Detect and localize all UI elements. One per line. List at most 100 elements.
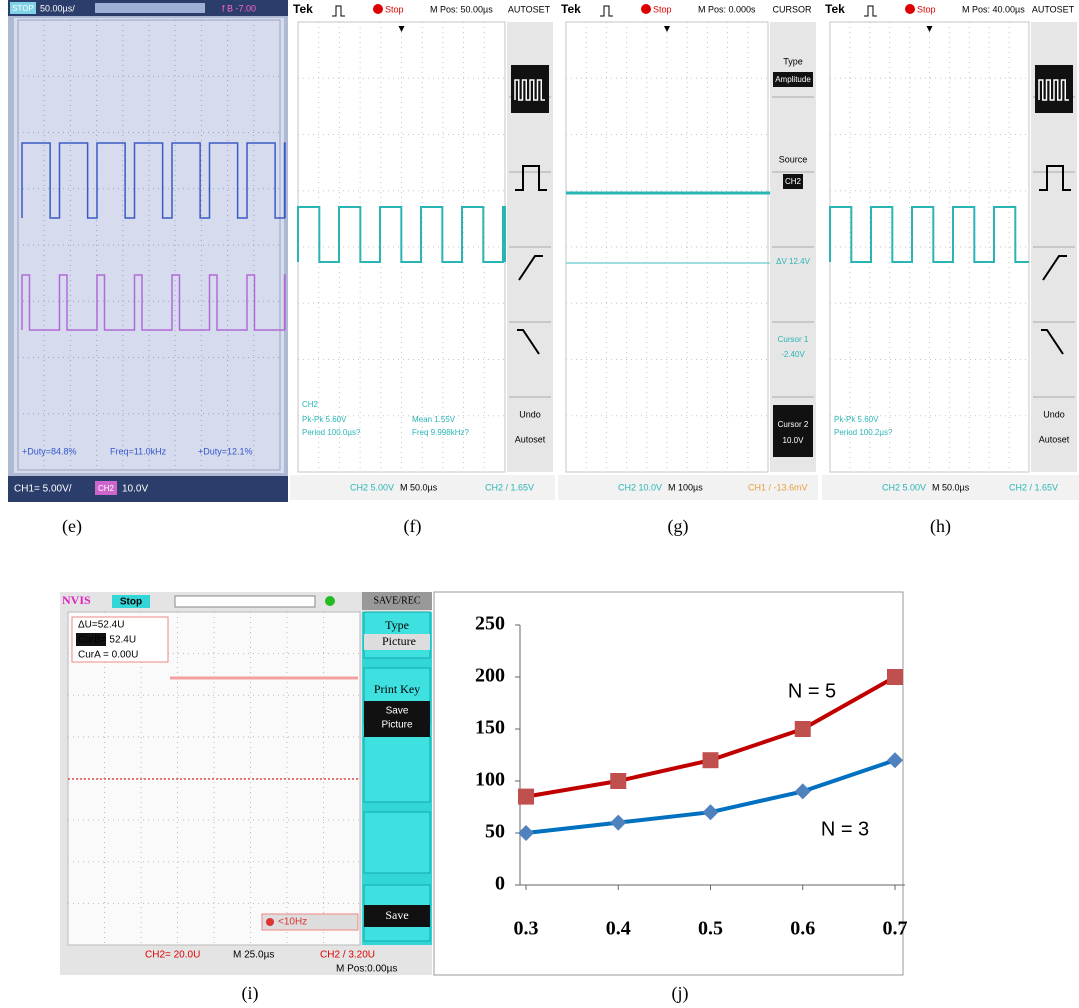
scale-text: CH2 5.00V bbox=[350, 482, 394, 492]
menu-text: CURSOR bbox=[772, 4, 812, 14]
y-tick-label: 0 bbox=[495, 873, 505, 895]
x-tick-label: 0.3 bbox=[514, 918, 539, 940]
period-text: Period 100.0µs? bbox=[302, 428, 361, 437]
panel-shape bbox=[262, 914, 358, 930]
mpos-text: M Pos: 40.00µs bbox=[962, 4, 1025, 14]
y-tick-label: 200 bbox=[475, 665, 505, 687]
y-tick-label: 250 bbox=[475, 613, 505, 635]
mpos-text: M Pos:0.00µs bbox=[336, 964, 397, 975]
point bbox=[518, 789, 534, 805]
freq-icon bbox=[266, 918, 274, 926]
point bbox=[610, 773, 626, 789]
timebase-text: 50.00µs/ bbox=[40, 3, 75, 13]
trig-text: CH2 / 1.65V bbox=[1009, 482, 1058, 492]
undo-text: Undo bbox=[519, 409, 541, 419]
x-tick-label: 0.4 bbox=[606, 918, 631, 940]
label-text: (h) bbox=[930, 516, 951, 537]
duty1-text: +Duty=84.8% bbox=[22, 446, 77, 456]
y-tick-label: 100 bbox=[475, 769, 505, 791]
brand-text: Tek bbox=[561, 2, 581, 16]
amplitude-text: Amplitude bbox=[775, 75, 811, 84]
panel-shape bbox=[364, 736, 430, 802]
brand-text: Tek bbox=[825, 2, 845, 16]
label-text: (j) bbox=[672, 983, 689, 1004]
save1-text: Save bbox=[386, 706, 409, 717]
panel-shape bbox=[95, 3, 205, 13]
label-text: (g) bbox=[668, 516, 689, 537]
mpos-text: M Pos: 50.00µs bbox=[430, 4, 493, 14]
panel-shape bbox=[364, 812, 430, 873]
trig-text: CH2 / 1.65V bbox=[485, 482, 534, 492]
label-text: (f) bbox=[404, 516, 422, 537]
trig-text: CH2 / 3.20U bbox=[320, 950, 375, 961]
scale-text: CH2= 20.0U bbox=[145, 950, 200, 961]
type-text: Type bbox=[783, 56, 803, 66]
brand-text: NVIS bbox=[62, 593, 91, 607]
state-text: Stop bbox=[917, 4, 936, 14]
stop-dot bbox=[641, 4, 651, 14]
x-tick-label: 0.7 bbox=[883, 918, 908, 940]
label-text: (i) bbox=[242, 983, 259, 1004]
type-text: Type bbox=[385, 618, 409, 632]
autoset-text: Autoset bbox=[1039, 434, 1070, 444]
series-label: N = 3 bbox=[821, 818, 869, 840]
undo-text: Undo bbox=[1043, 409, 1065, 419]
du-text: ΔU=52.4U bbox=[78, 620, 124, 631]
sourcech-text: CH2 bbox=[785, 177, 802, 186]
trig-text: CH1 / -13.6mV bbox=[748, 482, 808, 492]
time-text: M 50.0µs bbox=[932, 482, 970, 492]
scale-text: CH2 5.00V bbox=[882, 482, 926, 492]
printkey-text: Print Key bbox=[374, 682, 420, 696]
freq-text: Freq=11.0kHz bbox=[110, 446, 167, 456]
save-text: Save bbox=[385, 908, 408, 922]
mpos-text: M Pos: 0.000s bbox=[698, 4, 756, 14]
ch-text: CH2 bbox=[302, 400, 319, 409]
freq-text: <10Hz bbox=[278, 917, 307, 928]
stop-dot bbox=[905, 4, 915, 14]
state-text: Stop bbox=[385, 4, 404, 14]
time-text: M 50.0µs bbox=[400, 482, 438, 492]
time-text: M 25.0µs bbox=[233, 950, 274, 961]
point bbox=[703, 752, 719, 768]
cursor1-text: Cursor 1 bbox=[778, 335, 809, 344]
time-text: M 100µs bbox=[668, 482, 703, 492]
status-icon bbox=[325, 596, 335, 606]
pkpk-text: Pk-Pk 5.60V bbox=[834, 415, 879, 424]
figure: STOP 50.00µs/f B -7.00 +Duty=84.8% Freq=11.… bbox=[0, 0, 1079, 1008]
panel-shape bbox=[773, 405, 813, 457]
duty2-text: +Duty=12.1% bbox=[198, 446, 253, 456]
mean-text: Mean 1.55V bbox=[412, 415, 456, 424]
picture-text: Picture bbox=[382, 634, 416, 648]
scale-text: CH2 10.0V bbox=[618, 482, 662, 492]
panel-shape bbox=[175, 596, 315, 607]
cura-text: CurA = 0.00U bbox=[78, 650, 138, 661]
cursor2v-text: 10.0V bbox=[783, 436, 805, 445]
period-text: Period 100.2µs? bbox=[834, 428, 893, 437]
menu-text: AUTOSET bbox=[508, 4, 551, 14]
freq-text: Freq 9.998kHz? bbox=[412, 428, 469, 437]
dv-text: ΔV 12.4V bbox=[776, 257, 810, 266]
point bbox=[795, 721, 811, 737]
save2-text: Picture bbox=[381, 720, 413, 731]
trigger-text: f B -7.00 bbox=[222, 3, 256, 13]
y-tick-label: 50 bbox=[485, 821, 505, 843]
cursor1v-text: -2.40V bbox=[781, 350, 805, 359]
point bbox=[887, 669, 903, 685]
state-text: Stop bbox=[120, 597, 142, 608]
curb-text: CurB= 52.4U bbox=[78, 635, 136, 646]
waveform bbox=[515, 80, 545, 100]
menu-text: AUTOSET bbox=[1032, 4, 1075, 14]
waveform bbox=[1039, 80, 1069, 100]
ch2scale-text: 10.0V bbox=[122, 484, 148, 495]
stop-dot bbox=[373, 4, 383, 14]
status-text: STOP bbox=[12, 4, 34, 13]
x-tick-label: 0.6 bbox=[790, 918, 815, 940]
label-text: (e) bbox=[62, 516, 82, 537]
pkpk-text: Pk-Pk 5.60V bbox=[302, 415, 347, 424]
x-tick-label: 0.5 bbox=[698, 918, 723, 940]
y-tick-label: 150 bbox=[475, 717, 505, 739]
source-text: Source bbox=[779, 154, 808, 164]
ch2-text: CH2 bbox=[98, 484, 115, 493]
ch1-text: CH1= 5.00V/ bbox=[14, 484, 72, 495]
autoset-text: Autoset bbox=[515, 434, 546, 444]
